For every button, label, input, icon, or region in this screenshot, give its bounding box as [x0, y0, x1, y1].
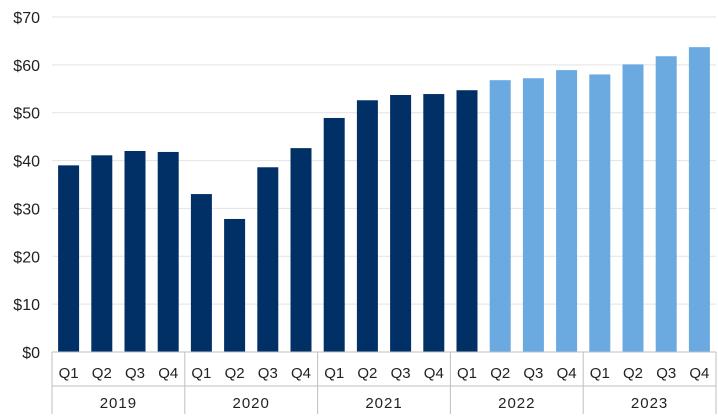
x-tick-label: Q1 [59, 365, 79, 382]
bar [390, 95, 412, 352]
y-tick-label: $60 [13, 58, 40, 75]
bar [290, 148, 312, 352]
bar [655, 56, 677, 352]
bar [124, 151, 146, 352]
year-label: 2020 [233, 395, 270, 412]
y-tick-label: $20 [13, 249, 40, 266]
y-tick-label: $50 [13, 106, 40, 123]
y-tick-label: $10 [13, 297, 40, 314]
x-tick-label: Q1 [324, 365, 344, 382]
x-tick-label: Q2 [92, 365, 112, 382]
year-label: 2021 [365, 395, 402, 412]
bar [589, 74, 611, 352]
x-tick-label: Q2 [490, 365, 510, 382]
x-tick-label: Q2 [357, 365, 377, 382]
year-label: 2022 [498, 395, 535, 412]
x-tick-label: Q1 [191, 365, 211, 382]
x-tick-label: Q1 [457, 365, 477, 382]
bar [688, 47, 710, 353]
bar [257, 167, 279, 352]
y-tick-label: $30 [13, 201, 40, 218]
bar [556, 70, 578, 352]
year-label: 2019 [100, 395, 137, 412]
bar [489, 80, 511, 353]
bar [224, 218, 246, 352]
bar [522, 78, 544, 352]
bar [157, 151, 179, 352]
bar [323, 117, 345, 352]
x-tick-label: Q3 [391, 365, 411, 382]
bar [456, 90, 478, 352]
y-tick-label: $0 [22, 345, 40, 362]
bar [622, 64, 644, 352]
y-tick-label: $40 [13, 154, 40, 171]
bar [91, 155, 113, 352]
x-tick-label: Q2 [623, 365, 643, 382]
bar [58, 165, 80, 352]
x-tick-label: Q4 [557, 365, 577, 382]
x-tick-label: Q3 [258, 365, 278, 382]
x-tick-label: Q4 [158, 365, 178, 382]
x-tick-label: Q1 [590, 365, 610, 382]
x-tick-label: Q4 [291, 365, 311, 382]
x-tick-label: Q3 [523, 365, 543, 382]
bar [423, 94, 445, 353]
x-tick-label: Q2 [225, 365, 245, 382]
year-label: 2023 [631, 395, 668, 412]
x-tick-label: Q4 [689, 365, 709, 382]
bar [190, 194, 212, 352]
y-tick-label: $70 [13, 10, 40, 27]
x-tick-label: Q3 [125, 365, 145, 382]
x-tick-label: Q4 [424, 365, 444, 382]
bar [356, 100, 378, 353]
x-tick-label: Q3 [656, 365, 676, 382]
